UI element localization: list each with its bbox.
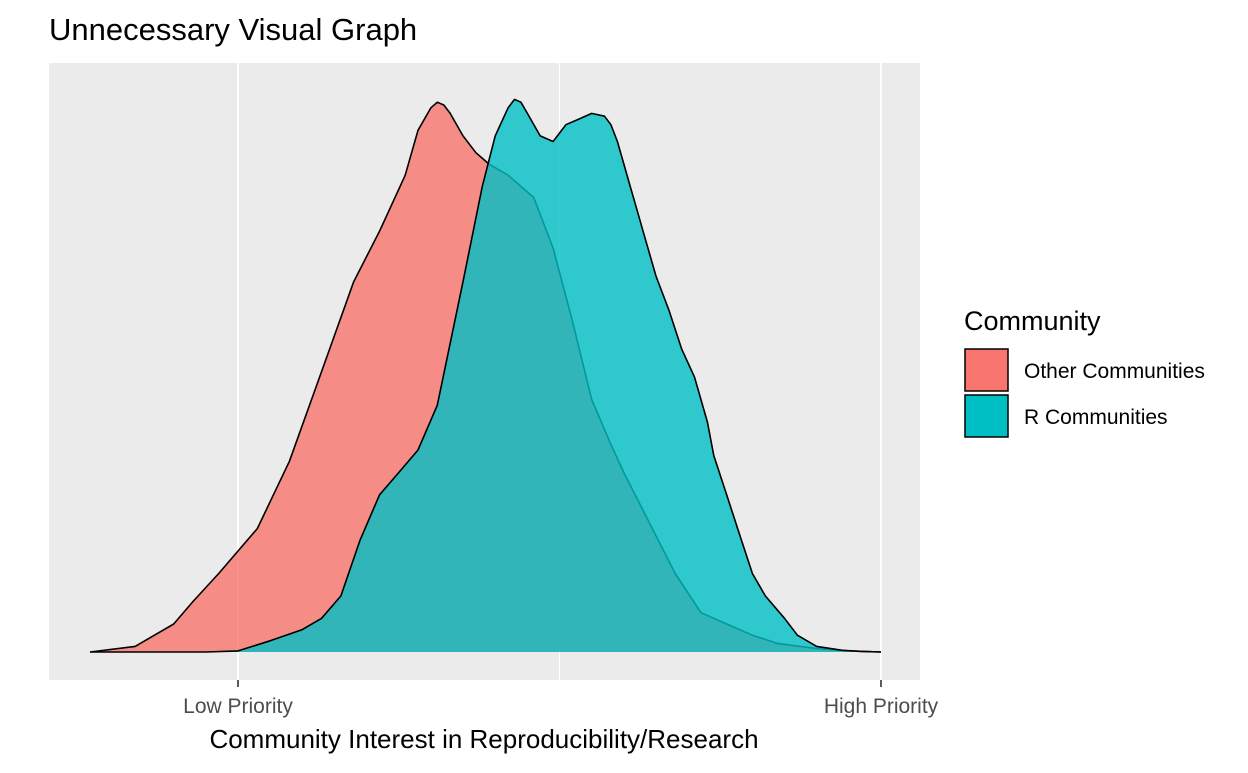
- legend-entries: Other Communities R Communities: [964, 348, 1205, 438]
- legend-label-1: R Communities: [1024, 406, 1168, 429]
- x-axis-title: Community Interest in Reproducibility/Re…: [209, 724, 758, 754]
- legend: Community Other Communities R Communities: [964, 306, 1205, 438]
- legend-swatch-1: [964, 394, 1009, 438]
- density-area-r-communities: [90, 99, 882, 652]
- density-series: [90, 98, 882, 653]
- x-tick-label-0: Low Priority: [183, 695, 293, 718]
- legend-swatch-0: [964, 348, 1009, 392]
- legend-title: Community: [964, 306, 1101, 336]
- legend-label-0: Other Communities: [1024, 360, 1205, 383]
- x-axis: Low Priority High Priority: [183, 680, 939, 718]
- chart-title: Unnecessary Visual Graph: [49, 12, 417, 47]
- density-outline-r-communities: [90, 98, 882, 653]
- x-tick-label-1: High Priority: [824, 695, 939, 718]
